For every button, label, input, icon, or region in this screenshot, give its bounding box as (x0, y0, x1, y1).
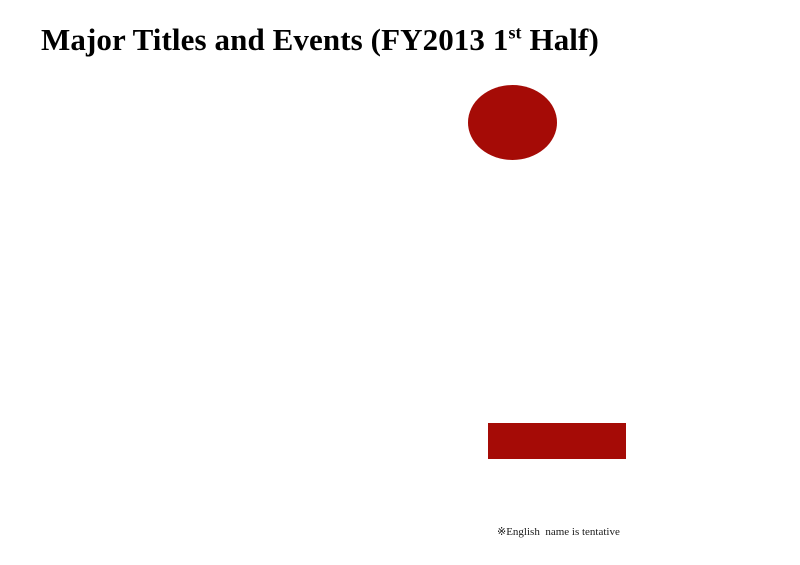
page-title-ordinal-suffix: st (508, 22, 522, 43)
footnote-text: ※English name is tentative (497, 526, 620, 538)
red-rectangle-shape[interactable] (488, 423, 626, 459)
page-title-tail: Half) (521, 22, 599, 57)
page-title: Major Titles and Events (FY2013 1st Half… (41, 22, 599, 57)
red-ellipse-shape[interactable] (468, 85, 557, 160)
page-title-main: Major Titles and Events (FY2013 1 (41, 22, 509, 57)
